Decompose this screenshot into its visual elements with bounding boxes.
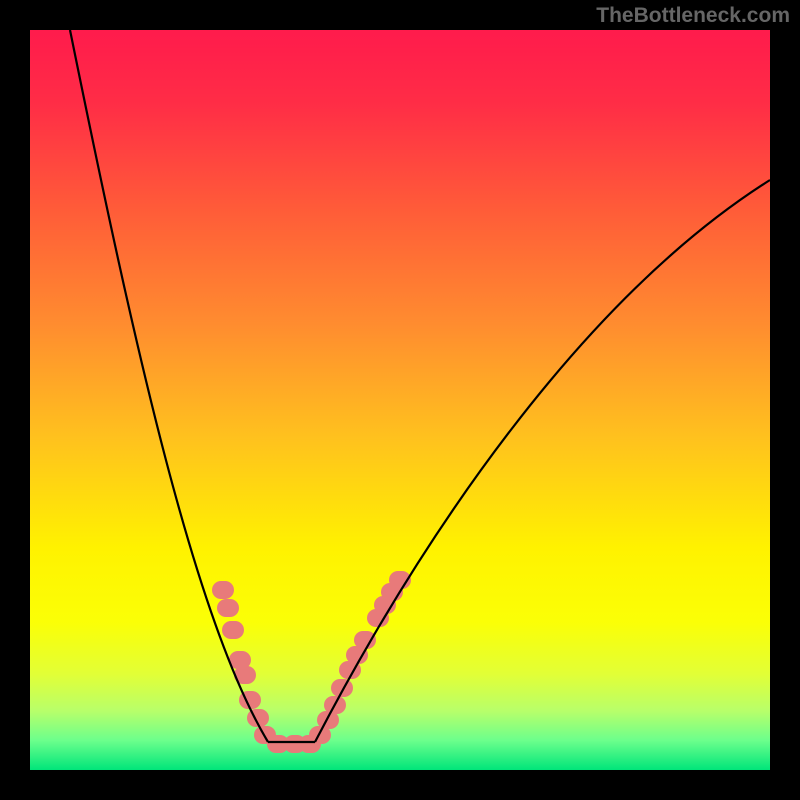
watermark-text: TheBottleneck.com xyxy=(596,4,790,28)
chart-container: TheBottleneck.com xyxy=(0,0,800,800)
data-dot xyxy=(331,679,353,697)
data-dot xyxy=(354,631,376,649)
bottleneck-chart xyxy=(0,0,800,800)
data-dot xyxy=(217,599,239,617)
data-dot xyxy=(222,621,244,639)
plot-gradient-background xyxy=(30,30,770,770)
data-dot xyxy=(212,581,234,599)
